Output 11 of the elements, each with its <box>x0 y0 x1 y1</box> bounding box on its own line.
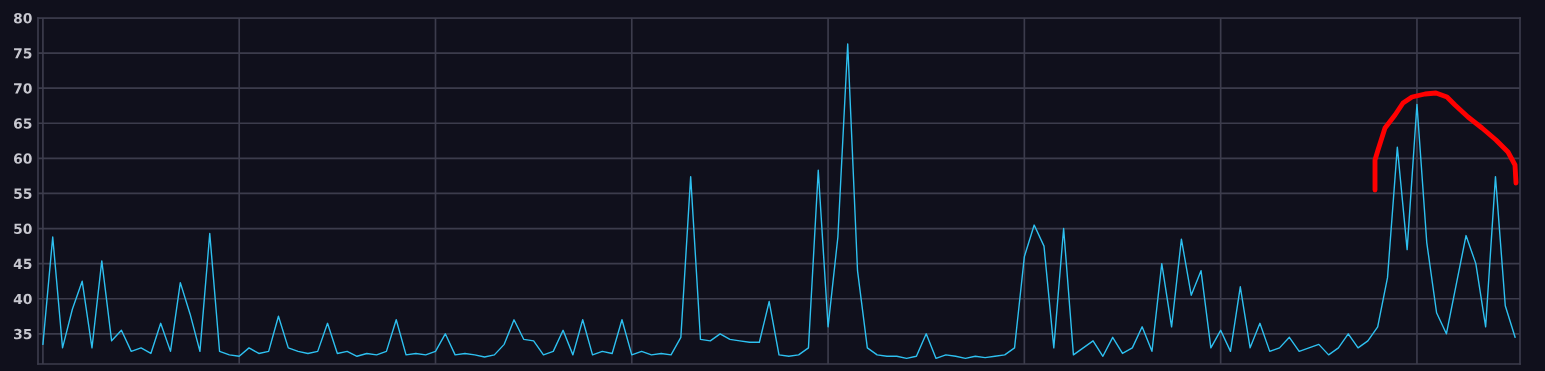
y-tick-label: 40 <box>13 293 32 305</box>
y-tick-label: 60 <box>13 153 32 164</box>
y-tick-label: 45 <box>13 258 32 270</box>
line-series <box>42 43 1516 360</box>
y-tick-label: 80 <box>13 12 32 24</box>
y-tick-label: 35 <box>14 328 32 340</box>
y-tick-label: 65 <box>13 118 32 129</box>
y-tick-label: 75 <box>14 48 32 59</box>
y-tick-label: 50 <box>14 223 32 235</box>
y-tick-label: 70 <box>14 83 32 94</box>
y-tick-label: 55 <box>14 188 32 199</box>
